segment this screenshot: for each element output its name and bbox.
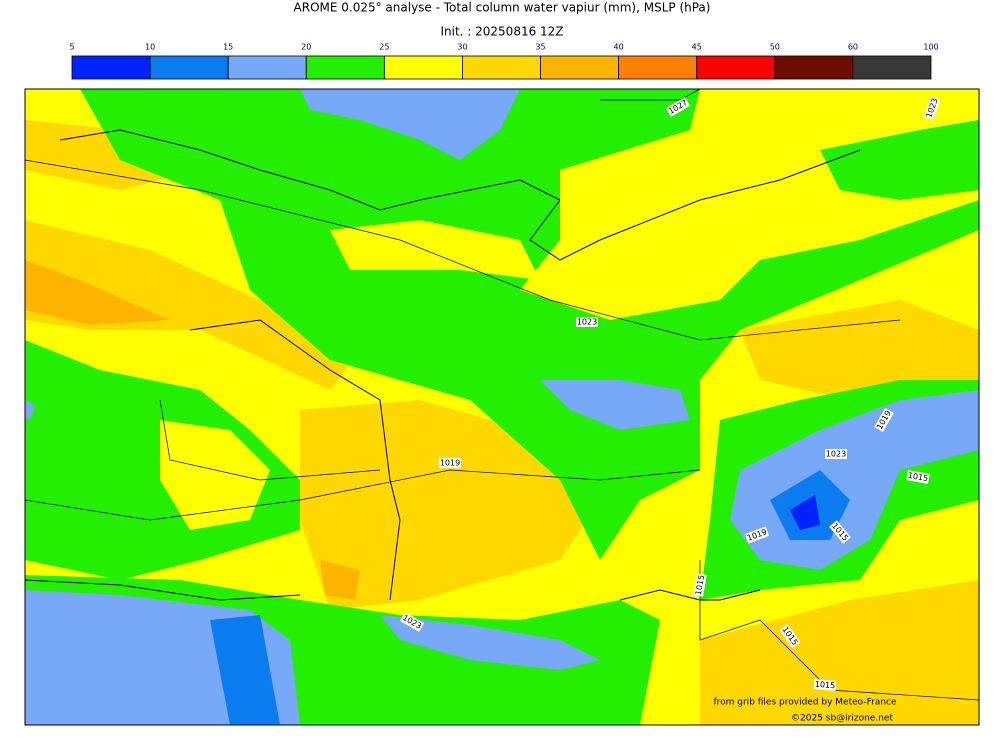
map xyxy=(25,89,979,725)
colorbar-segment xyxy=(383,55,463,80)
isobar-label-text: 1019 xyxy=(440,459,460,468)
colorbar-tick-label: 100 xyxy=(923,43,938,52)
colorbar-segment xyxy=(149,55,229,80)
colorbar-tick-label: 30 xyxy=(457,43,467,52)
credit: from grib files provided by Meteo-France xyxy=(713,698,896,708)
isobar-label: 1023 xyxy=(576,317,598,327)
title: AROME 0.025° analyse - Total column wate… xyxy=(294,1,711,15)
isobar-label-bg xyxy=(825,449,847,459)
colorbar-tick-label: 45 xyxy=(692,43,702,52)
colorbar-tick-label: 10 xyxy=(145,43,155,52)
isobar-label-bg xyxy=(744,526,770,544)
colorbar-segment xyxy=(71,55,151,80)
isobar-label-bg xyxy=(665,97,691,117)
colorbar-tick-label: 40 xyxy=(614,43,624,52)
isobar-label-bg xyxy=(829,520,851,544)
isobar-label-text: 1015 xyxy=(907,471,929,483)
credit: ©2025 sb@irizone.net xyxy=(791,714,893,724)
isobar-label-text: 1023 xyxy=(577,318,597,327)
map-frame xyxy=(24,88,980,726)
colorbar-segment xyxy=(852,55,932,80)
isobar-label: 1015 xyxy=(813,679,837,691)
isobar-label-bg xyxy=(693,573,707,597)
isobar-label-text: 1023 xyxy=(826,450,846,459)
isobar-label-text: 1015 xyxy=(694,574,706,596)
colorbar-segment xyxy=(774,55,854,80)
colorbar-tick-label: 60 xyxy=(848,43,858,52)
colorbar-tick-label: 5 xyxy=(69,43,74,52)
colorbar-tick-label: 50 xyxy=(770,43,780,52)
colorbar-segment xyxy=(696,55,776,80)
colorbar-segment xyxy=(540,55,620,80)
colorbar-tick-label: 35 xyxy=(535,43,545,52)
subtitle: Init. : 20250816 12Z xyxy=(440,25,563,39)
isobar-label-bg xyxy=(813,679,837,691)
colorbar-segment xyxy=(227,55,307,80)
colorbar-tick-label: 20 xyxy=(301,43,311,52)
isobar-label: 1015 xyxy=(906,470,930,484)
isobar-label-bg xyxy=(906,470,930,484)
colorbar-tick-label: 25 xyxy=(379,43,389,52)
isobar-label-bg xyxy=(439,458,461,468)
isobar-label-bg xyxy=(399,612,425,632)
isobar-label-bg xyxy=(923,95,941,121)
isobar-label-bg xyxy=(779,624,801,648)
isobar-label-text: 1015 xyxy=(814,680,835,691)
colorbar-segment xyxy=(618,55,698,80)
isobar-label: 1015 xyxy=(693,573,707,597)
isobar-label: 1019 xyxy=(439,458,461,468)
colorbar: 5 10 15 20 25 30 35 40 45 50 60 100 xyxy=(69,43,939,80)
isobar-label: 1023 xyxy=(825,449,847,459)
isobar-label-bg xyxy=(874,407,894,433)
isobar-label-bg xyxy=(576,317,598,327)
colorbar-segment xyxy=(305,55,385,80)
colorbar-tick-label: 15 xyxy=(223,43,233,52)
colorbar-segment xyxy=(462,55,541,80)
